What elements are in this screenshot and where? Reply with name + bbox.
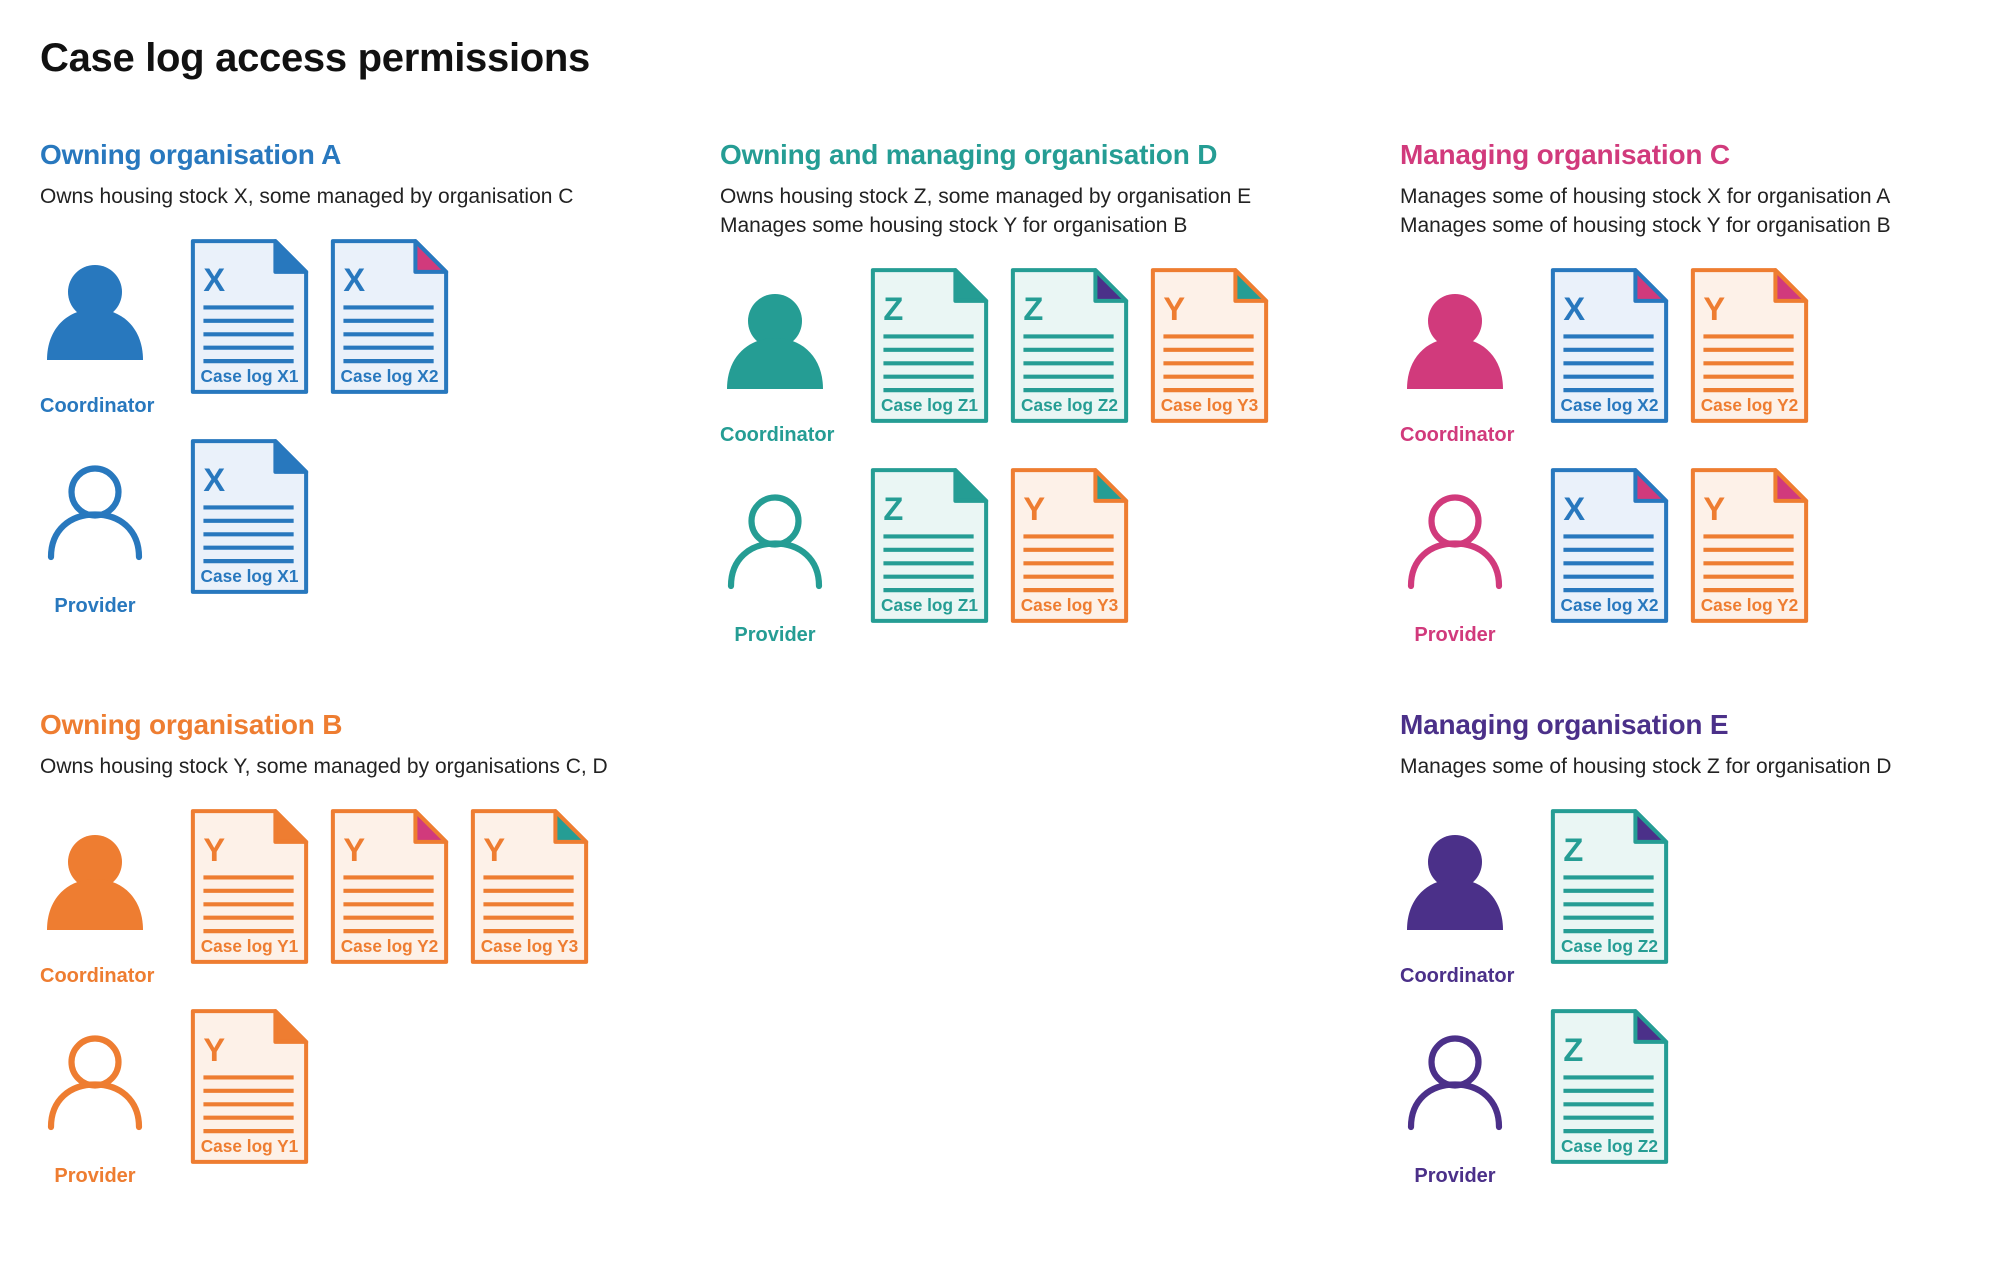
svg-text:Case log X2: Case log X2	[1561, 595, 1659, 615]
svg-text:Y: Y	[1703, 290, 1725, 327]
svg-text:Z: Z	[1023, 290, 1043, 327]
svg-text:Case log X1: Case log X1	[201, 366, 299, 386]
svg-text:X: X	[343, 261, 365, 298]
svg-text:Case log Y1: Case log Y1	[201, 936, 299, 956]
svg-text:Y: Y	[483, 831, 505, 868]
svg-text:Y: Y	[1163, 290, 1185, 327]
svg-text:Case log Y3: Case log Y3	[1161, 395, 1259, 415]
svg-text:Case log Y2: Case log Y2	[1701, 595, 1799, 615]
svg-text:Case log X2: Case log X2	[341, 366, 439, 386]
svg-text:Case log Z2: Case log Z2	[1561, 1136, 1658, 1156]
svg-text:Y: Y	[1023, 490, 1045, 527]
svg-text:Case log Y2: Case log Y2	[341, 936, 439, 956]
svg-text:X: X	[203, 261, 225, 298]
svg-text:Case log Z2: Case log Z2	[1561, 936, 1658, 956]
svg-text:Z: Z	[883, 290, 903, 327]
svg-text:Case log Y2: Case log Y2	[1701, 395, 1799, 415]
svg-text:X: X	[1563, 490, 1585, 527]
svg-text:X: X	[203, 461, 225, 498]
svg-text:Case log Z1: Case log Z1	[881, 595, 978, 615]
svg-text:Y: Y	[343, 831, 365, 868]
svg-text:Y: Y	[203, 831, 225, 868]
svg-text:Y: Y	[1703, 490, 1725, 527]
svg-text:Case log X2: Case log X2	[1561, 395, 1659, 415]
svg-text:Case log Y1: Case log Y1	[201, 1136, 299, 1156]
svg-text:Case log Y3: Case log Y3	[1021, 595, 1119, 615]
svg-text:Case log Z2: Case log Z2	[1021, 395, 1118, 415]
svg-text:X: X	[1563, 290, 1585, 327]
svg-text:Z: Z	[1563, 831, 1583, 868]
svg-text:Y: Y	[203, 1031, 225, 1068]
svg-text:Z: Z	[1563, 1031, 1583, 1068]
svg-text:Case log X1: Case log X1	[201, 566, 299, 586]
svg-text:Case log Y3: Case log Y3	[481, 936, 579, 956]
svg-text:Z: Z	[883, 490, 903, 527]
svg-text:Case log Z1: Case log Z1	[881, 395, 978, 415]
